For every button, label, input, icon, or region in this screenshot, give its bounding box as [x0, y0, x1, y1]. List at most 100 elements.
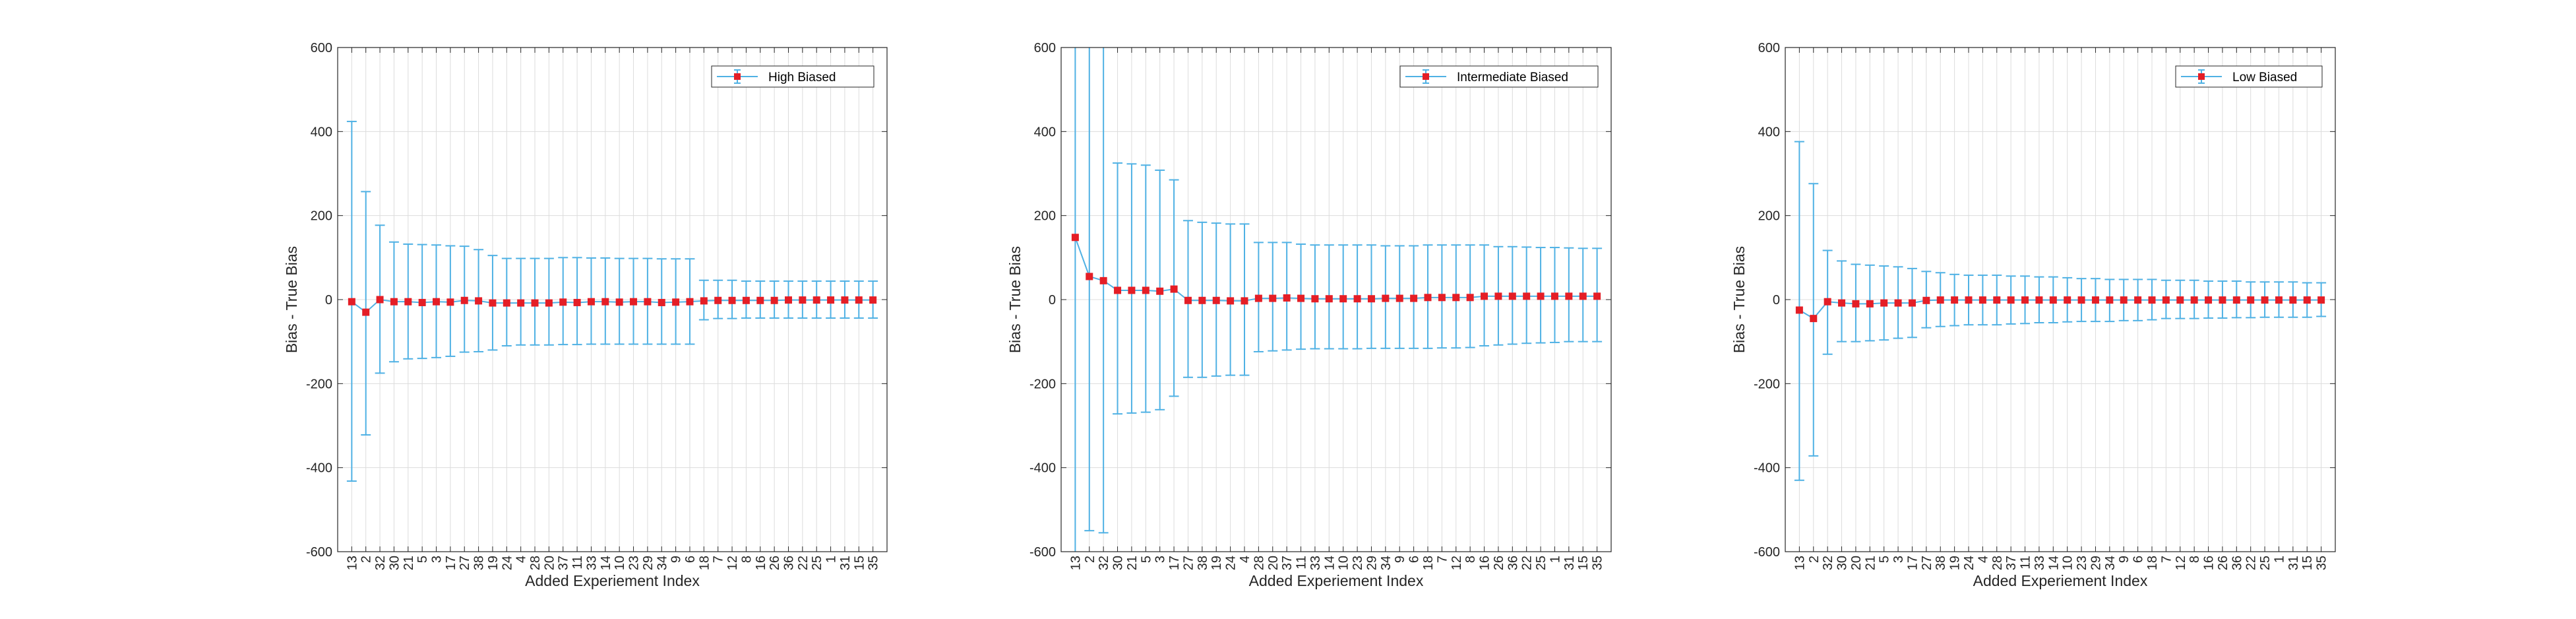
- x-tick-label: 15: [2300, 556, 2315, 570]
- x-tick-label: 32: [1097, 556, 1111, 570]
- x-tick-label: 7: [2159, 556, 2174, 563]
- x-tick-label: 19: [486, 556, 501, 570]
- data-marker: [813, 296, 820, 304]
- x-tick-label: 9: [2117, 556, 2131, 563]
- x-tick-label: 29: [641, 556, 656, 570]
- y-tick-label: -600: [306, 545, 332, 560]
- x-tick-label: 35: [867, 556, 881, 570]
- y-tick-label: 400: [1758, 125, 1780, 139]
- x-tick-label: 30: [387, 556, 402, 570]
- data-marker: [1993, 296, 2001, 304]
- data-marker: [1494, 292, 1502, 300]
- x-axis-title: Added Experiement Index: [1973, 572, 2148, 589]
- data-marker: [1353, 295, 1361, 303]
- data-marker: [2049, 296, 2057, 304]
- data-marker: [503, 299, 510, 307]
- x-tick-label: 36: [1506, 556, 1520, 570]
- x-tick-label: 30: [1111, 556, 1126, 570]
- data-marker: [418, 298, 426, 306]
- data-marker: [1325, 295, 1333, 303]
- x-tick-label: 23: [2075, 556, 2089, 570]
- data-marker: [1395, 294, 1403, 302]
- x-tick-label: 23: [1351, 556, 1365, 570]
- x-tick-label: 7: [1435, 556, 1450, 563]
- x-tick-label: 12: [2174, 556, 2188, 570]
- data-marker: [404, 298, 412, 306]
- y-tick-label: -200: [1754, 377, 1780, 391]
- x-tick-label: 14: [2046, 556, 2061, 570]
- data-marker: [2106, 296, 2114, 304]
- data-marker: [517, 299, 525, 307]
- x-tick-label: 3: [1153, 556, 1168, 563]
- data-marker: [2190, 296, 2198, 304]
- x-tick-label: 8: [739, 556, 754, 563]
- legend: Low Biased: [2175, 65, 2323, 88]
- data-marker: [1978, 296, 1986, 304]
- data-marker: [1128, 286, 1136, 294]
- data-marker: [672, 298, 680, 306]
- data-marker: [1852, 300, 1860, 308]
- x-tick-label: 10: [613, 556, 627, 570]
- x-tick-label: 9: [1393, 556, 1407, 563]
- data-marker: [1951, 296, 1959, 304]
- x-tick-label: 29: [1365, 556, 1379, 570]
- x-tick-label: 2: [359, 556, 374, 563]
- data-marker: [1071, 234, 1079, 242]
- legend-marker: [2198, 73, 2205, 80]
- data-marker: [658, 298, 665, 306]
- data-marker: [376, 296, 384, 304]
- data-marker: [799, 296, 807, 304]
- axes-box: [337, 47, 888, 552]
- y-axis-title: Bias - True Bias: [283, 246, 300, 353]
- x-tick-label: 33: [584, 556, 599, 570]
- x-tick-label: 31: [2286, 556, 2301, 570]
- data-marker: [728, 296, 736, 304]
- data-marker: [784, 296, 792, 304]
- x-tick-label: 18: [2145, 556, 2160, 570]
- x-tick-label: 10: [1337, 556, 1351, 570]
- data-marker: [2077, 296, 2085, 304]
- data-marker: [770, 296, 778, 304]
- x-tick-label: 24: [500, 556, 514, 570]
- x-tick-label: 24: [1224, 556, 1239, 570]
- data-marker: [1537, 292, 1545, 300]
- data-marker: [1508, 292, 1516, 300]
- data-marker: [1086, 273, 1093, 280]
- data-marker: [362, 308, 370, 316]
- data-marker: [390, 298, 398, 306]
- data-marker: [531, 299, 539, 307]
- data-marker: [1367, 295, 1375, 303]
- data-marker: [1795, 306, 1803, 314]
- data-marker: [2021, 296, 2029, 304]
- data-marker: [1579, 292, 1587, 300]
- x-tick-label: 32: [373, 556, 388, 570]
- data-marker: [545, 299, 553, 307]
- legend: Intermediate Biased: [1399, 65, 1599, 88]
- data-marker: [1156, 287, 1164, 295]
- x-tick-label: 4: [1238, 556, 1252, 563]
- x-tick-label: 5: [1878, 556, 1892, 563]
- x-tick-label: 25: [1534, 556, 1549, 570]
- y-tick-label: 600: [1758, 41, 1780, 55]
- data-marker: [1593, 292, 1601, 300]
- data-marker: [1311, 295, 1319, 303]
- data-marker: [1212, 296, 1220, 304]
- data-marker: [348, 298, 355, 306]
- x-tick-label: 2: [1083, 556, 1097, 563]
- x-tick-label: 23: [627, 556, 642, 570]
- x-tick-label: 13: [1793, 556, 1807, 570]
- x-tick-label: 35: [1591, 556, 1605, 570]
- x-tick-label: 33: [2033, 556, 2047, 570]
- series-0: [1071, 48, 1603, 552]
- data-marker: [1339, 295, 1347, 303]
- x-tick-label: 22: [1520, 556, 1535, 570]
- x-tick-label: 27: [1181, 556, 1196, 570]
- data-marker: [1410, 294, 1418, 302]
- x-axis-title: Added Experiement Index: [1249, 572, 1424, 589]
- x-tick-label: 1: [824, 556, 839, 563]
- y-axis-title: Bias - True Bias: [1731, 246, 1748, 353]
- data-marker: [460, 296, 468, 304]
- x-tick-label: 11: [1295, 556, 1309, 570]
- data-marker: [1466, 294, 1474, 302]
